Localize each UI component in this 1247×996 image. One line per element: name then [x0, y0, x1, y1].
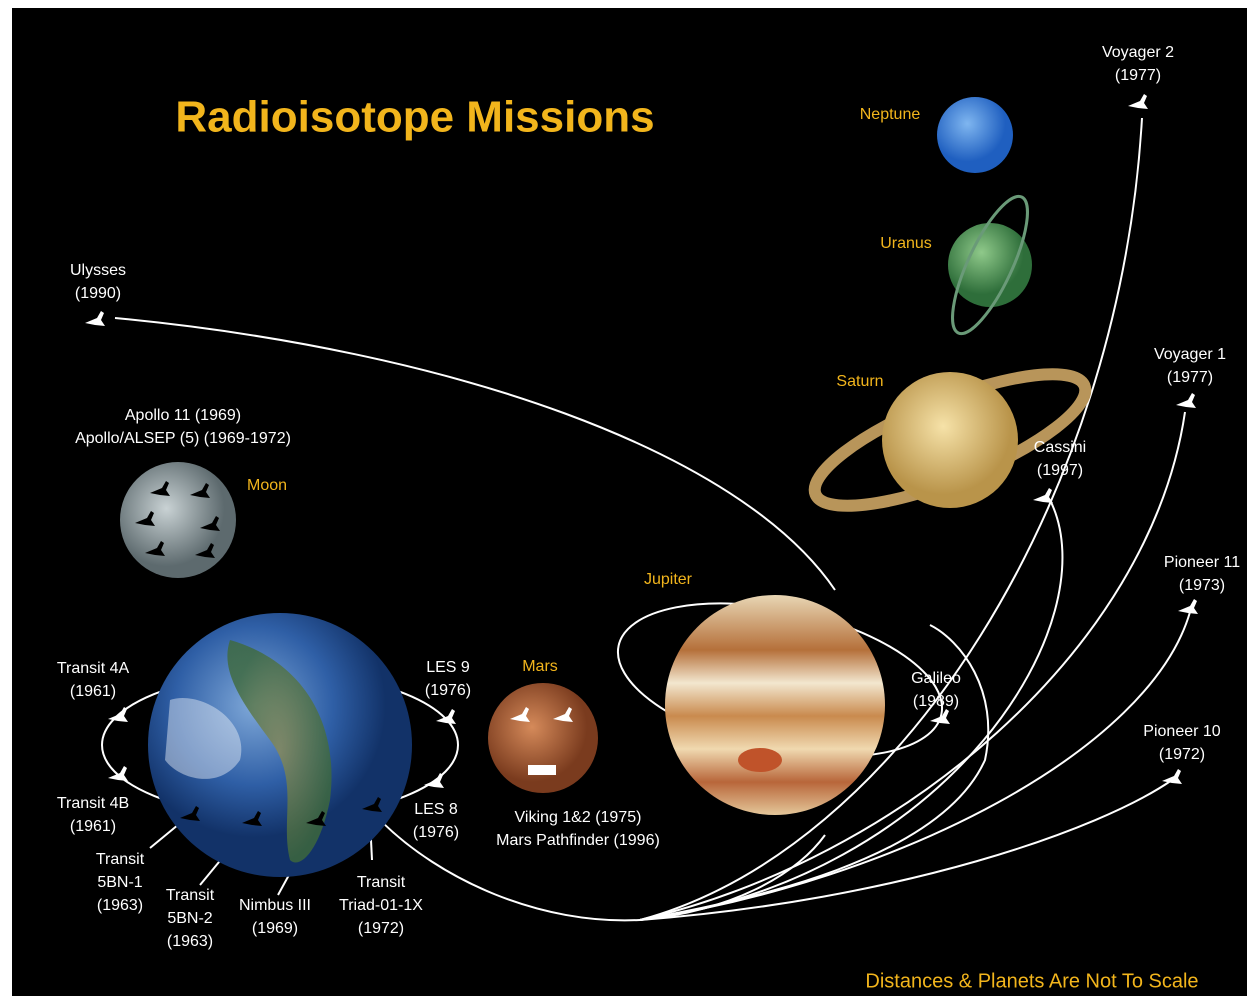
spacecraft	[930, 709, 950, 724]
spacecraft-icons	[85, 94, 1198, 826]
spacecraft	[1162, 769, 1182, 784]
mission-label: (1963)	[97, 897, 143, 914]
mission-label: (1973)	[1179, 577, 1225, 594]
spacecraft	[1128, 94, 1148, 109]
uranus	[948, 223, 1032, 307]
uranus-ring	[951, 194, 1029, 336]
spacecraft	[553, 707, 573, 722]
mission-label: Voyager 2	[1102, 44, 1174, 61]
mars	[488, 683, 598, 793]
title: Radioisotope Missions	[175, 93, 654, 142]
mission-label: Voyager 1	[1154, 346, 1226, 363]
earth-land	[227, 640, 332, 863]
spacecraft	[135, 511, 155, 526]
spacecraft	[108, 766, 128, 781]
planet-label: Moon	[247, 477, 287, 494]
great-red-spot	[738, 748, 782, 772]
mission-label: 5BN-1	[97, 874, 142, 891]
mission-label: (1977)	[1167, 369, 1213, 386]
planet-label: Mars	[522, 658, 558, 675]
mission-label: Apollo 11 (1969)	[125, 407, 241, 424]
spacecraft	[436, 709, 456, 724]
spacecraft	[1033, 488, 1053, 503]
spacecraft	[85, 311, 105, 326]
jupiter	[665, 595, 885, 815]
mission-label: Transit	[357, 874, 406, 891]
neptune	[937, 97, 1013, 173]
spacecraft	[180, 806, 200, 821]
spacecraft	[195, 543, 215, 558]
mission-label: Cassini	[1034, 439, 1086, 456]
moon	[120, 462, 236, 578]
mission-label: (1976)	[425, 682, 471, 699]
mission-label: (1989)	[913, 693, 959, 710]
spacecraft	[362, 797, 382, 812]
mission-label: (1969)	[252, 920, 298, 937]
pathfinder-icon	[528, 765, 556, 775]
mission-label: Transit 4B	[57, 795, 129, 812]
spacecraft	[190, 483, 210, 498]
mission-label: Ulysses	[70, 262, 126, 279]
spacecraft	[145, 541, 165, 556]
mission-label: Transit 4A	[57, 660, 130, 677]
mission-label: Galileo	[911, 670, 961, 687]
mission-label: Nimbus III	[239, 897, 311, 914]
mission-label: Pioneer 11	[1164, 554, 1240, 571]
mission-label: LES 8	[414, 801, 458, 818]
spacecraft	[150, 481, 170, 496]
spacecraft	[424, 773, 444, 788]
mission-label: Transit	[96, 851, 145, 868]
planet-label: Uranus	[880, 235, 932, 252]
mission-label: (1972)	[1159, 746, 1205, 763]
earth-clouds	[165, 698, 242, 779]
mission-label: (1977)	[1115, 67, 1161, 84]
mission-label: Transit	[166, 887, 215, 904]
mission-label: Viking 1&2 (1975)	[515, 809, 642, 826]
mission-label: Mars Pathfinder (1996)	[496, 832, 660, 849]
mission-label: (1972)	[358, 920, 404, 937]
mission-label: Apollo/ALSEP (5) (1969-1972)	[75, 430, 291, 447]
spacecraft	[306, 811, 326, 826]
mission-label: (1997)	[1037, 462, 1083, 479]
mission-label: Pioneer 10	[1143, 723, 1220, 740]
mission-label: 5BN-2	[167, 910, 212, 927]
mission-label: Triad-01-1X	[339, 897, 423, 914]
mission-label: (1963)	[167, 933, 213, 950]
mission-label: (1961)	[70, 683, 116, 700]
saturn	[882, 372, 1018, 508]
spacecraft	[108, 707, 128, 722]
spacecraft	[1178, 599, 1198, 614]
spacecraft	[510, 707, 530, 722]
note: Distances & Planets Are Not To Scale	[865, 970, 1198, 992]
planet-label: Saturn	[836, 373, 883, 390]
spacecraft	[1176, 393, 1196, 408]
mission-label: LES 9	[426, 659, 470, 676]
mission-label: (1976)	[413, 824, 459, 841]
mission-label: (1961)	[70, 818, 116, 835]
planets	[120, 97, 1092, 877]
mission-label: (1990)	[75, 285, 121, 302]
spacecraft	[200, 516, 220, 531]
spacecraft	[242, 811, 262, 826]
planet-label: Neptune	[860, 106, 921, 123]
planet-label: Jupiter	[644, 571, 693, 588]
